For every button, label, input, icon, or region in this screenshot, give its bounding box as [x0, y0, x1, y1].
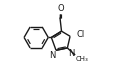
Text: Cl: Cl: [76, 30, 84, 39]
Text: N: N: [67, 49, 73, 58]
Text: CH₃: CH₃: [75, 56, 88, 62]
Text: N: N: [49, 51, 55, 60]
Text: O: O: [57, 4, 64, 13]
